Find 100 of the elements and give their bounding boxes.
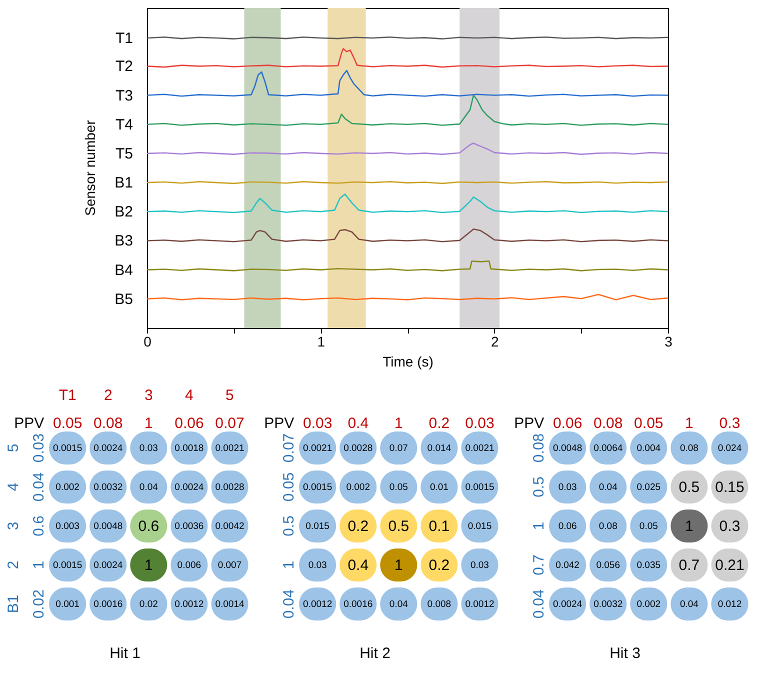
data-label: 0.001 bbox=[56, 599, 80, 610]
data-label: 0.0015 bbox=[465, 482, 494, 494]
x-axis-title: Time (s) bbox=[382, 354, 434, 370]
data-label: 0.002 bbox=[636, 599, 661, 610]
data-label: 0.0024 bbox=[553, 599, 582, 610]
data-label: 0.04 bbox=[598, 482, 618, 494]
y-tick-label: 4 bbox=[4, 482, 22, 492]
data-label: 0.015 bbox=[468, 521, 492, 532]
data-label: 0.03 bbox=[139, 443, 158, 454]
y-tick-label: 5 bbox=[4, 444, 22, 452]
data-label: 0.0021 bbox=[215, 443, 244, 454]
data-label: 0.3 bbox=[719, 518, 740, 536]
data-label: 0.08 bbox=[598, 521, 618, 532]
data-label: 0.2 bbox=[428, 557, 450, 574]
data-label: 0.03 bbox=[470, 560, 489, 572]
data-label: 0.0048 bbox=[553, 443, 582, 454]
data-label: 0.007 bbox=[218, 560, 242, 572]
data-label: 0.0012 bbox=[303, 599, 332, 610]
data-label: 0.0015 bbox=[303, 482, 332, 494]
y-tick-label: 0.7 bbox=[530, 554, 548, 576]
data-label: 0.02 bbox=[139, 599, 158, 610]
x-tick-label: 5 bbox=[226, 386, 234, 404]
data-label: 0.5 bbox=[388, 518, 410, 536]
y-tick-label: 0.07 bbox=[280, 433, 298, 463]
x-tick-label: 0.06 bbox=[552, 415, 582, 432]
series-label: T2 bbox=[115, 58, 133, 76]
data-label: 0.15 bbox=[715, 479, 744, 496]
x-axis-title: Hit 1 bbox=[110, 645, 140, 662]
y-axis-title: Sensor number bbox=[82, 120, 98, 216]
y-tick-label: 0.04 bbox=[280, 589, 298, 619]
data-label: 0.003 bbox=[56, 521, 80, 532]
data-label: 0.0032 bbox=[594, 599, 623, 610]
data-label: 0.1 bbox=[428, 518, 450, 536]
y-tick-label: 1 bbox=[280, 560, 298, 570]
data-label: 0.5 bbox=[678, 479, 700, 496]
data-label: 0.0024 bbox=[174, 482, 204, 494]
series-label: B1 bbox=[114, 174, 133, 192]
data-label: 0.0028 bbox=[215, 482, 244, 494]
data-label: 0.07 bbox=[389, 443, 408, 454]
data-label: 0.014 bbox=[427, 443, 452, 454]
x-tick-label: 0.03 bbox=[302, 415, 332, 432]
data-label: 0.0012 bbox=[465, 599, 494, 610]
y-tick-label: 0.04 bbox=[530, 589, 548, 619]
data-label: 0.0024 bbox=[94, 443, 123, 454]
y-tick-label: 0.5 bbox=[530, 476, 548, 498]
y2-tick-label: 1 bbox=[30, 560, 48, 570]
series-label: T3 bbox=[115, 87, 133, 104]
data-label: 0.0012 bbox=[174, 599, 204, 610]
y-tick-label: 0.5 bbox=[280, 516, 298, 536]
data-label: 0.0042 bbox=[215, 521, 244, 532]
x-tick-label: 2 bbox=[104, 386, 112, 404]
data-label: 0.015 bbox=[306, 521, 330, 532]
data-label: 0.002 bbox=[56, 482, 80, 494]
x-tick-label: 3 bbox=[144, 386, 153, 404]
data-label: 0.04 bbox=[139, 482, 158, 494]
data-label: 0.0015 bbox=[53, 443, 82, 454]
data-label: 0.05 bbox=[389, 482, 408, 494]
annotation: 0.07 bbox=[215, 415, 244, 432]
x-tick-label: 0.4 bbox=[348, 415, 369, 432]
data-label: 0.05 bbox=[639, 521, 658, 532]
data-label: 0.035 bbox=[636, 560, 661, 572]
data-label: 0.03 bbox=[558, 482, 577, 494]
data-label: 0.08 bbox=[680, 443, 698, 454]
data-label: 0.012 bbox=[718, 599, 742, 610]
data-label: 1 bbox=[685, 518, 694, 536]
text: PPV bbox=[264, 415, 294, 432]
data-label: 0.0024 bbox=[94, 560, 123, 572]
data-label: 0.0014 bbox=[215, 599, 244, 610]
data-label: 0.002 bbox=[346, 482, 370, 494]
data-label: 0.21 bbox=[715, 557, 744, 574]
data-label: 0.4 bbox=[348, 557, 369, 574]
y-tick-label: 0.05 bbox=[280, 472, 298, 502]
x-tick-label: 1 bbox=[394, 415, 403, 432]
y-tick-label: 1 bbox=[530, 522, 548, 530]
data-label: 0.0028 bbox=[344, 443, 373, 454]
data-label: 0.0016 bbox=[344, 599, 373, 610]
data-label: 0.04 bbox=[680, 599, 698, 610]
data-label: 0.0032 bbox=[94, 482, 123, 494]
series-label: B2 bbox=[114, 204, 133, 221]
data-label: 0.7 bbox=[678, 557, 700, 574]
x-tick-label: 4 bbox=[185, 386, 194, 404]
data-label: 0.056 bbox=[596, 560, 620, 572]
x-axis-title: Hit 2 bbox=[360, 645, 390, 662]
data-label: 0.0021 bbox=[303, 443, 332, 454]
y-tick-label: 3 bbox=[4, 522, 22, 530]
y-tick-label: B1 bbox=[4, 594, 22, 614]
series-label: T1 bbox=[115, 30, 133, 47]
data-label: 0.006 bbox=[177, 560, 202, 572]
data-label: 0.0048 bbox=[94, 521, 123, 532]
y2-tick-label: 0.04 bbox=[30, 472, 48, 502]
x-tick-label: 1 bbox=[685, 415, 694, 432]
y-tick-label: 2 bbox=[4, 560, 22, 570]
data-label: 0.6 bbox=[138, 518, 160, 536]
x-tick-label: 0.03 bbox=[465, 415, 494, 432]
series-label: B4 bbox=[114, 262, 133, 279]
x-tick-label: 3 bbox=[664, 334, 673, 350]
x-tick-label: 2 bbox=[490, 334, 499, 350]
data-label: 0.04 bbox=[389, 599, 408, 610]
x-tick-label: T1 bbox=[58, 386, 76, 404]
series-label: T4 bbox=[115, 116, 133, 134]
